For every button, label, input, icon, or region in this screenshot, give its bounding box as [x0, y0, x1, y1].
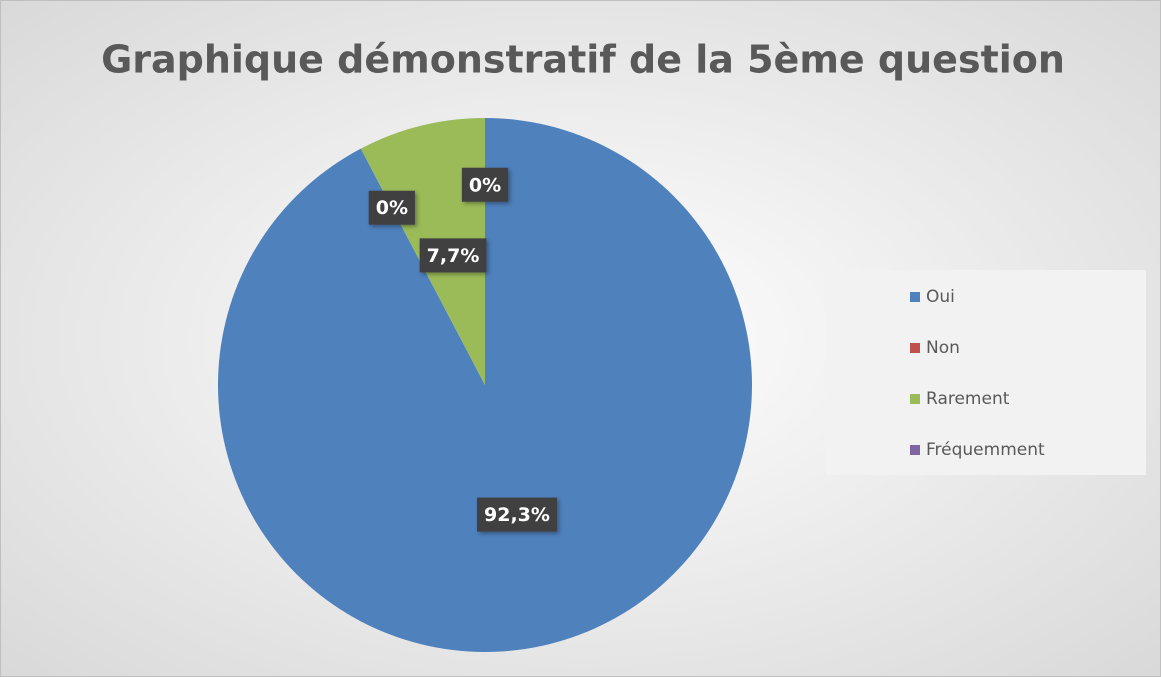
data-label: 92,3%: [484, 504, 550, 526]
legend-swatch: [910, 292, 920, 302]
data-label: 0%: [376, 197, 408, 219]
legend-swatch: [910, 445, 920, 455]
legend-box: [826, 270, 1146, 475]
legend-swatch: [910, 394, 920, 404]
data-label-box: [368, 190, 415, 225]
data-label-box: [419, 238, 487, 273]
legend-swatch: [910, 343, 920, 353]
legend-label: Oui: [926, 287, 955, 307]
data-label: 0%: [469, 174, 501, 196]
legend-label: Non: [926, 338, 960, 358]
data-label: 7,7%: [427, 245, 480, 267]
data-label-box: [461, 167, 509, 202]
data-label-box: [477, 497, 557, 532]
pie-slice: [217, 118, 752, 652]
chart-title: Graphique démonstratif de la 5ème questi…: [101, 38, 1065, 82]
legend-label: Rarement: [926, 389, 1010, 409]
legend-label: Fréquemment: [926, 440, 1045, 460]
